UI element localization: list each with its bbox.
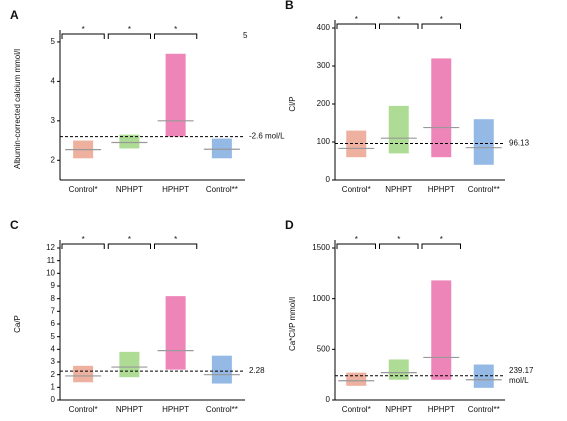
significance-label: * bbox=[355, 15, 358, 24]
x-tick-label: Control* bbox=[69, 405, 98, 414]
point-cloud bbox=[165, 53, 186, 137]
point-cloud bbox=[73, 365, 94, 383]
threshold-label: 96.13 bbox=[509, 139, 530, 148]
significance-bracket bbox=[421, 243, 461, 249]
significance-bracket bbox=[61, 33, 105, 39]
significance-bracket bbox=[107, 243, 151, 249]
y-tick-label: 0 bbox=[51, 395, 56, 404]
point-cloud bbox=[165, 296, 186, 370]
panel-label: C bbox=[10, 218, 19, 232]
threshold-label: 2.28 bbox=[249, 366, 265, 375]
y-tick-label: 500 bbox=[317, 344, 331, 353]
x-tick-label: NPHPT bbox=[385, 405, 412, 414]
point-cloud bbox=[346, 372, 367, 386]
y-tick-label: 7 bbox=[51, 306, 56, 315]
significance-bracket bbox=[379, 23, 419, 29]
y-tick-label: 0 bbox=[326, 175, 331, 184]
y-axis-label: Ca/P bbox=[13, 315, 22, 333]
y-tick-label: 9 bbox=[51, 281, 56, 290]
y-tick-label: 10 bbox=[46, 268, 55, 277]
significance-label: * bbox=[397, 235, 400, 244]
y-tick-label: 5 bbox=[51, 332, 56, 341]
significance-label: * bbox=[128, 235, 131, 244]
y-tick-label: 3 bbox=[51, 357, 56, 366]
point-cloud bbox=[388, 105, 409, 154]
y-tick-label: 2 bbox=[51, 370, 56, 379]
significance-label: * bbox=[82, 25, 85, 34]
y-axis-label: Albumin-corrected calcium mmol/l bbox=[13, 49, 22, 169]
stray-label: 5 bbox=[243, 31, 248, 40]
y-tick-label: 4 bbox=[51, 344, 56, 353]
significance-bracket bbox=[61, 243, 105, 249]
x-tick-label: Control** bbox=[206, 405, 238, 414]
point-cloud bbox=[431, 280, 452, 380]
y-tick-label: 200 bbox=[317, 99, 331, 108]
y-tick-label: 1500 bbox=[312, 243, 330, 252]
significance-bracket bbox=[154, 33, 198, 39]
x-tick-label: Control* bbox=[69, 185, 98, 194]
x-tick-label: NPHPT bbox=[116, 185, 143, 194]
x-tick-label: NPHPT bbox=[385, 185, 412, 194]
y-tick-label: 12 bbox=[46, 243, 55, 252]
point-cloud bbox=[473, 119, 494, 165]
y-tick-label: 2 bbox=[51, 155, 56, 164]
y-tick-label: 5 bbox=[51, 37, 56, 46]
y-tick-label: 3 bbox=[51, 116, 56, 125]
significance-bracket bbox=[336, 243, 376, 249]
y-tick-label: 0 bbox=[326, 395, 331, 404]
x-tick-label: Control* bbox=[342, 185, 371, 194]
y-tick-label: 6 bbox=[51, 319, 56, 328]
significance-label: * bbox=[355, 235, 358, 244]
x-tick-label: Control** bbox=[468, 185, 500, 194]
y-tick-label: 1000 bbox=[312, 294, 330, 303]
panel-label: A bbox=[10, 8, 19, 22]
point-cloud bbox=[211, 355, 232, 384]
y-tick-label: 1 bbox=[51, 382, 56, 391]
significance-label: * bbox=[174, 235, 177, 244]
x-tick-label: HPHPT bbox=[428, 185, 455, 194]
significance-label: * bbox=[82, 235, 85, 244]
significance-label: * bbox=[440, 15, 443, 24]
panel-label: D bbox=[285, 218, 294, 232]
point-cloud bbox=[119, 134, 140, 149]
x-tick-label: Control** bbox=[468, 405, 500, 414]
x-tick-label: HPHPT bbox=[162, 405, 189, 414]
significance-label: * bbox=[440, 235, 443, 244]
significance-bracket bbox=[336, 23, 376, 29]
panel-label: B bbox=[285, 0, 294, 12]
y-tick-label: 400 bbox=[317, 23, 331, 32]
point-cloud bbox=[431, 58, 452, 158]
significance-bracket bbox=[107, 33, 151, 39]
significance-bracket bbox=[421, 23, 461, 29]
y-tick-label: 11 bbox=[47, 256, 56, 265]
y-tick-label: 100 bbox=[317, 137, 331, 146]
point-cloud bbox=[388, 359, 409, 380]
x-tick-label: Control* bbox=[342, 405, 371, 414]
significance-bracket bbox=[379, 243, 419, 249]
threshold-label: 239.17 bbox=[509, 366, 534, 375]
point-cloud bbox=[119, 351, 140, 378]
x-tick-label: HPHPT bbox=[428, 405, 455, 414]
x-tick-label: Control** bbox=[206, 185, 238, 194]
significance-label: * bbox=[128, 25, 131, 34]
significance-label: * bbox=[397, 15, 400, 24]
x-tick-label: HPHPT bbox=[162, 185, 189, 194]
y-tick-label: 4 bbox=[51, 76, 56, 85]
significance-label: * bbox=[174, 25, 177, 34]
threshold-label: -2.6 mol/L bbox=[249, 132, 285, 141]
x-tick-label: NPHPT bbox=[116, 405, 143, 414]
y-tick-label: 8 bbox=[51, 294, 56, 303]
y-axis-label: Cl/P bbox=[288, 96, 297, 111]
y-axis-label: Ca*Cl/P mmol/l bbox=[288, 297, 297, 351]
significance-bracket bbox=[154, 243, 198, 249]
y-tick-label: 300 bbox=[317, 61, 331, 70]
threshold-label: mol/L bbox=[509, 376, 529, 385]
point-cloud bbox=[211, 138, 232, 159]
point-cloud bbox=[473, 364, 494, 388]
